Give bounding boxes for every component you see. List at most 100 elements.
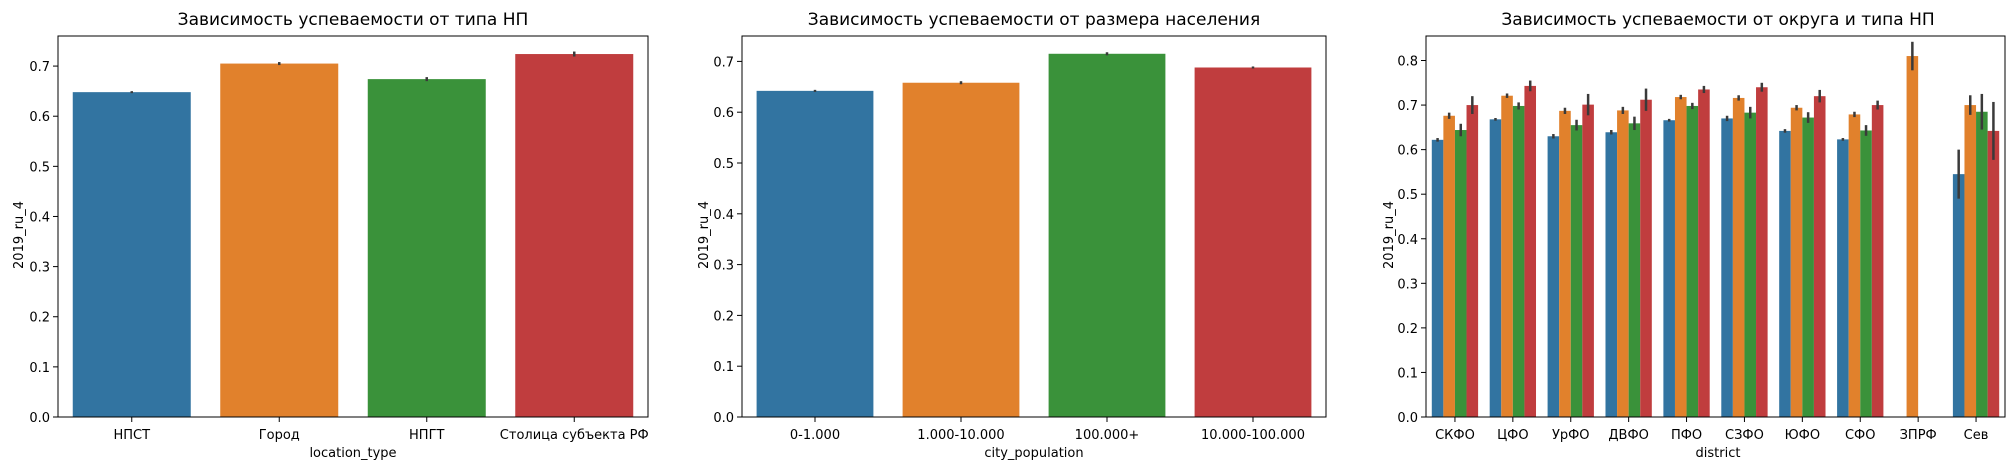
plot-area: 0.0 0.1 0.2 0.3 0.4 0.5 0.6 0.7 0-1.000 1.000-10.… [713, 35, 1327, 443]
bar [1964, 105, 1977, 417]
y-tick-label: 0.6 [713, 106, 734, 121]
bar [1790, 107, 1803, 417]
x-tick-label: 1.000-10.000 [917, 428, 1004, 443]
bar [1976, 111, 1988, 417]
y-tick-label: 0.5 [1397, 188, 1418, 203]
y-tick-label: 0.7 [713, 55, 734, 70]
bar [1617, 110, 1629, 417]
y-tick-label: 0.4 [29, 210, 50, 225]
y-tick-label: 0.7 [29, 60, 50, 75]
panel-city-population: Зависимость успеваемости от размера насе… [697, 10, 1327, 461]
bar [1906, 56, 1919, 417]
bar [1443, 115, 1455, 417]
y-tick-label: 0.5 [29, 160, 50, 175]
x-tick-label: ЦФО [1497, 428, 1529, 443]
bar [1570, 125, 1583, 418]
x-tick-label: НПГТ [409, 428, 444, 443]
bar [1512, 105, 1525, 418]
x-tick-label: 0-1.000 [790, 428, 840, 443]
x-tick-label: ПФО [1671, 428, 1702, 443]
x-axis-label: location_type [309, 446, 396, 461]
x-tick-label: 100.000+ [1075, 428, 1140, 443]
bar [1431, 139, 1444, 417]
chart-title: Зависимость успеваемости от округа и тип… [1501, 10, 1934, 30]
bar [1952, 174, 1965, 417]
y-tick-label: 0.2 [713, 309, 734, 324]
y-tick-label: 0.4 [713, 208, 734, 223]
bar [1779, 130, 1791, 418]
y-axis-label: 2019_ru_4 [1382, 201, 1397, 269]
bar [1686, 105, 1699, 418]
bar [1582, 104, 1594, 417]
y-tick-label: 0.2 [29, 311, 50, 326]
bar [1489, 119, 1502, 417]
panel-location-type: Зависимость успеваемости от типа НП 0.00… [12, 10, 649, 461]
x-tick-label: Город [259, 428, 300, 443]
y-tick-label: 0.3 [713, 259, 734, 274]
bar [1837, 139, 1849, 418]
bar [1048, 53, 1166, 417]
plot-area: 0.0 0.1 0.2 0.3 0.4 0.5 0.6 0.7 0.8 СКФО ЦФО УрФО ДВ… [1397, 35, 2006, 443]
bar [1987, 130, 2000, 418]
bar [756, 90, 874, 417]
y-tick-label: 0.0 [29, 411, 50, 426]
chart-title: Зависимость успеваемости от размера насе… [808, 10, 1260, 30]
y-tick-label: 0.1 [29, 361, 50, 376]
x-tick-label: НПСТ [113, 428, 150, 443]
bar [220, 63, 339, 418]
x-tick-label: СЗФО [1725, 428, 1764, 443]
bar [1466, 105, 1479, 417]
axes-frame [57, 35, 649, 418]
x-tick-label: ЗПРФ [1900, 428, 1937, 443]
bar [1194, 67, 1312, 417]
x-tick-label: СФО [1845, 428, 1876, 443]
x-tick-label: Столица субъекта РФ [500, 428, 649, 443]
x-tick-label: 10.000-100.000 [1201, 428, 1305, 443]
axes-frame [1425, 35, 2006, 418]
x-tick-label: ЮФО [1785, 428, 1820, 443]
bar [1605, 132, 1618, 417]
bar [1640, 99, 1652, 417]
y-tick-label: 0.6 [29, 110, 50, 125]
y-tick-label: 0.2 [1397, 322, 1418, 337]
bar [1663, 120, 1675, 417]
y-tick-label: 0.6 [1397, 144, 1418, 159]
bar [1732, 97, 1745, 417]
bar [1501, 95, 1513, 417]
bar [1744, 112, 1757, 417]
y-tick-label: 0.8 [1397, 55, 1418, 70]
bar [1454, 130, 1467, 417]
y-tick-label: 0.3 [29, 261, 50, 276]
y-tick-label: 0.1 [1397, 366, 1418, 381]
x-tick-label: ДВФО [1608, 428, 1649, 443]
y-tick-label: 0.4 [1397, 233, 1418, 248]
bar [1813, 96, 1826, 417]
y-tick-label: 0.7 [1397, 99, 1418, 114]
bar [1674, 97, 1687, 417]
chart-title: Зависимость успеваемости от типа НП [178, 10, 529, 30]
panel-district: Зависимость успеваемости от округа и тип… [1382, 10, 2006, 461]
bar [1802, 117, 1814, 418]
y-tick-label: 0.5 [713, 157, 734, 172]
bar [1547, 136, 1560, 417]
bar [1524, 85, 1537, 417]
bar [902, 82, 1020, 418]
y-tick-label: 0.3 [1397, 277, 1418, 292]
y-tick-label: 0.0 [1397, 411, 1418, 426]
x-tick-label: Сев [1964, 428, 1989, 443]
x-axis-label: city_population [984, 446, 1083, 461]
bar [1628, 123, 1641, 418]
y-tick-label: 0.1 [713, 360, 734, 375]
plot-area: 0.0 0.1 0.2 0.3 0.4 0.5 0.6 0.7 НПСТ Город НПГТ Сто… [29, 35, 649, 443]
bar [1848, 114, 1861, 417]
y-axis-label: 2019_ru_4 [12, 201, 27, 269]
x-tick-label: УрФО [1552, 428, 1590, 443]
bar [1756, 87, 1768, 418]
bar [72, 92, 191, 417]
y-axis-label: 2019_ru_4 [697, 201, 712, 269]
y-tick-label: 0.0 [713, 411, 734, 426]
bar [367, 79, 486, 417]
bar [515, 54, 634, 418]
bar [1871, 105, 1884, 417]
